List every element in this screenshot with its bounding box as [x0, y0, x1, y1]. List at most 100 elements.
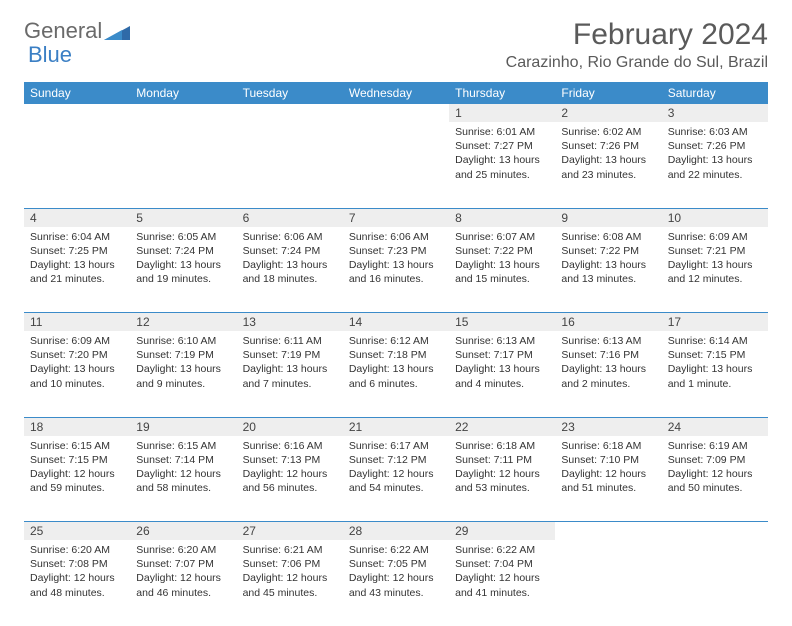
daynum-row: 11121314151617 — [24, 313, 768, 332]
sunrise-text: Sunrise: 6:12 AM — [349, 334, 443, 348]
daynum-row: 45678910 — [24, 208, 768, 227]
cell-content: Sunrise: 6:09 AMSunset: 7:20 PMDaylight:… — [24, 331, 130, 397]
day-cell: Sunrise: 6:20 AMSunset: 7:07 PMDaylight:… — [130, 540, 236, 626]
sunset-text: Sunset: 7:11 PM — [455, 453, 549, 467]
sunrise-text: Sunrise: 6:06 AM — [243, 230, 337, 244]
daylight-text: Daylight: 12 hours and 58 minutes. — [136, 467, 230, 495]
sunset-text: Sunset: 7:18 PM — [349, 348, 443, 362]
day-number: 8 — [449, 208, 555, 227]
cell-content: Sunrise: 6:22 AMSunset: 7:04 PMDaylight:… — [449, 540, 555, 606]
day-cell: Sunrise: 6:15 AMSunset: 7:15 PMDaylight:… — [24, 436, 130, 522]
daylight-text: Daylight: 12 hours and 56 minutes. — [243, 467, 337, 495]
day-cell: Sunrise: 6:05 AMSunset: 7:24 PMDaylight:… — [130, 227, 236, 313]
content-row: Sunrise: 6:01 AMSunset: 7:27 PMDaylight:… — [24, 122, 768, 208]
day-number: 1 — [449, 104, 555, 122]
day-cell: Sunrise: 6:18 AMSunset: 7:10 PMDaylight:… — [555, 436, 661, 522]
daylight-text: Daylight: 13 hours and 16 minutes. — [349, 258, 443, 286]
sunset-text: Sunset: 7:10 PM — [561, 453, 655, 467]
cell-content: Sunrise: 6:04 AMSunset: 7:25 PMDaylight:… — [24, 227, 130, 293]
day-number: 19 — [130, 417, 236, 436]
content-row: Sunrise: 6:04 AMSunset: 7:25 PMDaylight:… — [24, 227, 768, 313]
cell-content: Sunrise: 6:03 AMSunset: 7:26 PMDaylight:… — [662, 122, 768, 188]
day-number: 16 — [555, 313, 661, 332]
day-cell: Sunrise: 6:12 AMSunset: 7:18 PMDaylight:… — [343, 331, 449, 417]
sunset-text: Sunset: 7:14 PM — [136, 453, 230, 467]
cell-content: Sunrise: 6:08 AMSunset: 7:22 PMDaylight:… — [555, 227, 661, 293]
sunset-text: Sunset: 7:24 PM — [243, 244, 337, 258]
day-number — [343, 104, 449, 122]
day-number — [555, 522, 661, 541]
daylight-text: Daylight: 13 hours and 1 minute. — [668, 362, 762, 390]
day-number: 27 — [237, 522, 343, 541]
daylight-text: Daylight: 13 hours and 25 minutes. — [455, 153, 549, 181]
sunset-text: Sunset: 7:12 PM — [349, 453, 443, 467]
day-cell: Sunrise: 6:19 AMSunset: 7:09 PMDaylight:… — [662, 436, 768, 522]
daylight-text: Daylight: 13 hours and 19 minutes. — [136, 258, 230, 286]
daylight-text: Daylight: 13 hours and 22 minutes. — [668, 153, 762, 181]
daylight-text: Daylight: 13 hours and 10 minutes. — [30, 362, 124, 390]
day-number: 24 — [662, 417, 768, 436]
day-cell — [662, 540, 768, 626]
cell-content: Sunrise: 6:16 AMSunset: 7:13 PMDaylight:… — [237, 436, 343, 502]
daylight-text: Daylight: 13 hours and 13 minutes. — [561, 258, 655, 286]
content-row: Sunrise: 6:09 AMSunset: 7:20 PMDaylight:… — [24, 331, 768, 417]
day-cell: Sunrise: 6:21 AMSunset: 7:06 PMDaylight:… — [237, 540, 343, 626]
sunrise-text: Sunrise: 6:05 AM — [136, 230, 230, 244]
content-row: Sunrise: 6:20 AMSunset: 7:08 PMDaylight:… — [24, 540, 768, 626]
title-block: February 2024 Carazinho, Rio Grande do S… — [506, 18, 768, 72]
day-number: 2 — [555, 104, 661, 122]
cell-content: Sunrise: 6:20 AMSunset: 7:07 PMDaylight:… — [130, 540, 236, 606]
day-number — [130, 104, 236, 122]
cell-content: Sunrise: 6:02 AMSunset: 7:26 PMDaylight:… — [555, 122, 661, 188]
sunset-text: Sunset: 7:23 PM — [349, 244, 443, 258]
daylight-text: Daylight: 13 hours and 15 minutes. — [455, 258, 549, 286]
sunset-text: Sunset: 7:16 PM — [561, 348, 655, 362]
sunrise-text: Sunrise: 6:09 AM — [668, 230, 762, 244]
day-number: 18 — [24, 417, 130, 436]
day-cell: Sunrise: 6:04 AMSunset: 7:25 PMDaylight:… — [24, 227, 130, 313]
daylight-text: Daylight: 13 hours and 2 minutes. — [561, 362, 655, 390]
cell-content: Sunrise: 6:20 AMSunset: 7:08 PMDaylight:… — [24, 540, 130, 606]
sunrise-text: Sunrise: 6:03 AM — [668, 125, 762, 139]
sunrise-text: Sunrise: 6:20 AM — [30, 543, 124, 557]
sunset-text: Sunset: 7:26 PM — [668, 139, 762, 153]
sunset-text: Sunset: 7:19 PM — [136, 348, 230, 362]
day-cell: Sunrise: 6:18 AMSunset: 7:11 PMDaylight:… — [449, 436, 555, 522]
sunrise-text: Sunrise: 6:01 AM — [455, 125, 549, 139]
day-cell: Sunrise: 6:02 AMSunset: 7:26 PMDaylight:… — [555, 122, 661, 208]
cell-content: Sunrise: 6:06 AMSunset: 7:23 PMDaylight:… — [343, 227, 449, 293]
cell-content: Sunrise: 6:18 AMSunset: 7:11 PMDaylight:… — [449, 436, 555, 502]
sunrise-text: Sunrise: 6:08 AM — [561, 230, 655, 244]
sunrise-text: Sunrise: 6:18 AM — [561, 439, 655, 453]
dayhead-wed: Wednesday — [343, 82, 449, 104]
day-number — [24, 104, 130, 122]
day-number: 7 — [343, 208, 449, 227]
day-number: 3 — [662, 104, 768, 122]
sunset-text: Sunset: 7:22 PM — [561, 244, 655, 258]
cell-content: Sunrise: 6:05 AMSunset: 7:24 PMDaylight:… — [130, 227, 236, 293]
dayhead-sun: Sunday — [24, 82, 130, 104]
cell-content: Sunrise: 6:19 AMSunset: 7:09 PMDaylight:… — [662, 436, 768, 502]
sunset-text: Sunset: 7:15 PM — [30, 453, 124, 467]
dayhead-fri: Friday — [555, 82, 661, 104]
sunrise-text: Sunrise: 6:22 AM — [455, 543, 549, 557]
sunset-text: Sunset: 7:05 PM — [349, 557, 443, 571]
day-number: 4 — [24, 208, 130, 227]
cell-content: Sunrise: 6:18 AMSunset: 7:10 PMDaylight:… — [555, 436, 661, 502]
day-cell: Sunrise: 6:17 AMSunset: 7:12 PMDaylight:… — [343, 436, 449, 522]
sunset-text: Sunset: 7:21 PM — [668, 244, 762, 258]
day-cell — [555, 540, 661, 626]
day-cell: Sunrise: 6:22 AMSunset: 7:04 PMDaylight:… — [449, 540, 555, 626]
day-number: 6 — [237, 208, 343, 227]
day-cell — [24, 122, 130, 208]
sunrise-text: Sunrise: 6:14 AM — [668, 334, 762, 348]
cell-content: Sunrise: 6:14 AMSunset: 7:15 PMDaylight:… — [662, 331, 768, 397]
day-cell: Sunrise: 6:06 AMSunset: 7:24 PMDaylight:… — [237, 227, 343, 313]
location: Carazinho, Rio Grande do Sul, Brazil — [506, 54, 768, 72]
day-number: 29 — [449, 522, 555, 541]
cell-content: Sunrise: 6:17 AMSunset: 7:12 PMDaylight:… — [343, 436, 449, 502]
daylight-text: Daylight: 13 hours and 23 minutes. — [561, 153, 655, 181]
sunrise-text: Sunrise: 6:02 AM — [561, 125, 655, 139]
daylight-text: Daylight: 13 hours and 4 minutes. — [455, 362, 549, 390]
day-number: 21 — [343, 417, 449, 436]
